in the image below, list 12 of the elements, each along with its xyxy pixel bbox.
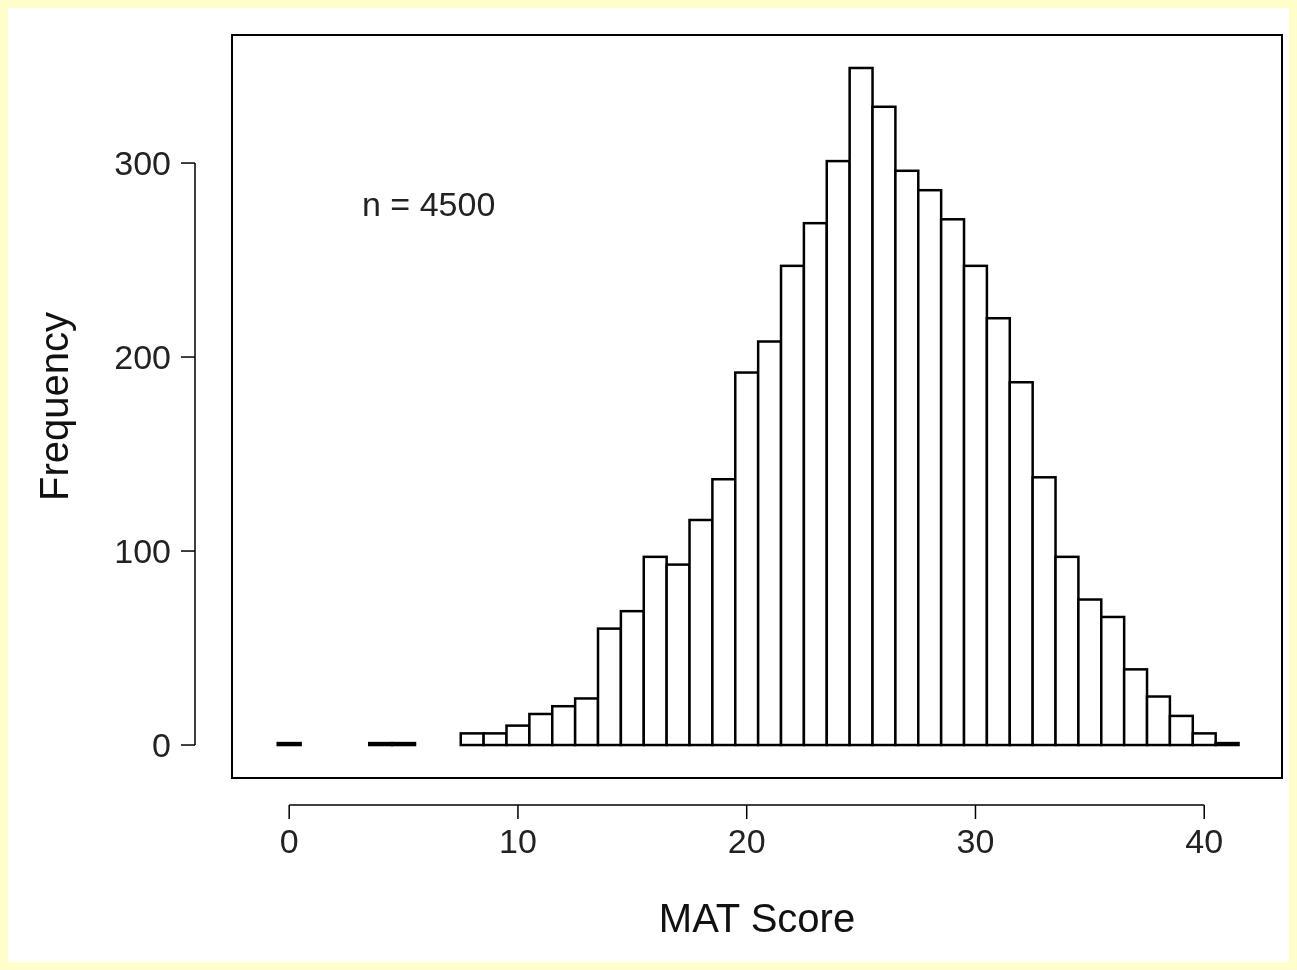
x-axis-title: MAT Score (658, 896, 856, 940)
y-tick-label: 200 (114, 338, 171, 377)
y-tick-label: 100 (114, 532, 171, 571)
x-tick-label: 30 (956, 822, 995, 860)
y-axis-title: Frequency (32, 312, 76, 501)
x-tick-label: 20 (727, 822, 766, 860)
y-tick-label: 0 (152, 726, 171, 765)
annotation: n = 4500 (362, 185, 496, 223)
x-tick-label: 40 (1185, 822, 1224, 860)
x-tick-label: 10 (499, 822, 537, 860)
x-tick-label: 0 (279, 822, 299, 860)
y-tick-label: 300 (114, 144, 171, 183)
